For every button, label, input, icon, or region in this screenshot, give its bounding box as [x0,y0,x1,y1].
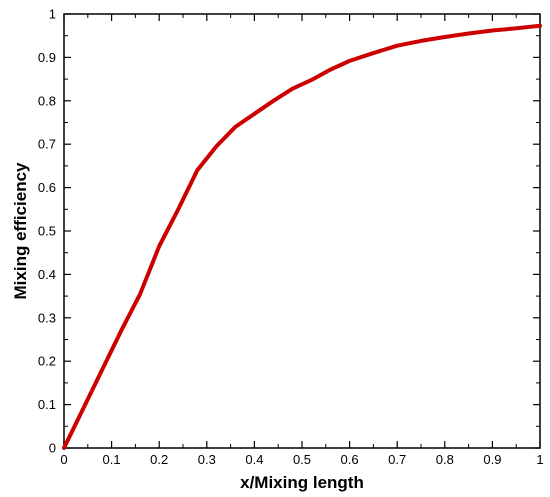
y-tick-label: 0.2 [38,354,56,369]
series-layer [62,23,542,450]
x-tick-label: 0.3 [198,452,216,467]
tick-labels: 0 0.1 0.2 0.3 0.4 0.5 0.6 0.7 0.8 0.9 1 0 0.1 0.2 0.3 0… [38,7,544,468]
y-tick-label: 0.4 [38,267,56,282]
x-tick-label: 1 [536,452,543,467]
axis-ticks [63,13,541,449]
y-tick-label: 0 [49,441,56,456]
y-tick-label: 0.5 [38,224,56,239]
x-tick-label: 0.1 [103,452,121,467]
y-axis-title: Mixing efficiency [11,162,30,300]
x-tick-label: 0.2 [150,452,168,467]
series-line [62,23,542,450]
x-tick-label: 0 [60,452,67,467]
y-tick-label: 0.6 [38,180,56,195]
x-tick-label: 0.5 [293,452,311,467]
x-axis-title: x/Mixing length [240,473,364,492]
x-tick-label: 0.8 [436,452,454,467]
y-tick-label: 0.7 [38,137,56,152]
y-tick-label: 1 [49,7,56,22]
x-tick-label: 0.4 [245,452,263,467]
x-tick-label: 0.9 [483,452,501,467]
y-tick-label: 0.1 [38,397,56,412]
y-tick-label: 0.3 [38,310,56,325]
x-tick-label: 0.6 [341,452,359,467]
y-tick-label: 0.8 [38,93,56,108]
x-tick-label: 0.7 [388,452,406,467]
plot-frame [63,13,541,449]
y-tick-label: 0.9 [38,50,56,65]
